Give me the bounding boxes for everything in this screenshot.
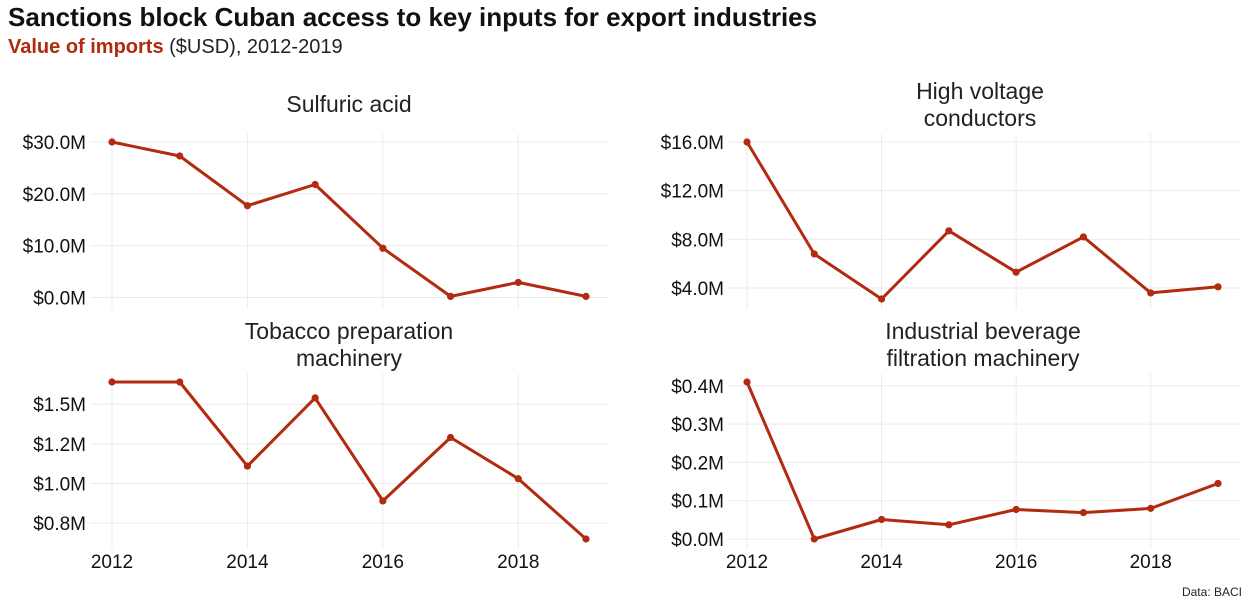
y-tick-label: $8.0M <box>671 230 724 251</box>
chart-panel-1: $0.0M $10.0M $20.0M $30.0M Sulfuric acid <box>23 91 608 309</box>
subtitle-rest: ($USD), 2012-2019 <box>163 36 343 58</box>
chart-title: Sanctions block Cuban access to key inpu… <box>8 2 818 32</box>
x-tick-label: 2016 <box>362 552 404 573</box>
data-source: Data: BACI <box>1181 585 1242 599</box>
data-point <box>743 378 751 386</box>
data-point <box>582 535 590 543</box>
y-tick-label: $0.4M <box>671 377 724 398</box>
data-point <box>108 138 116 146</box>
panel-title: Industrial beverage <box>885 318 1081 344</box>
data-point <box>877 515 886 524</box>
panel-title: Sulfuric acid <box>286 91 411 117</box>
y-tick-label: $0.0M <box>33 288 86 309</box>
data-point <box>1214 479 1222 488</box>
y-tick-label: $16.0M <box>661 133 724 154</box>
y-tick-label: $0.0M <box>671 530 724 551</box>
data-point <box>1012 505 1020 514</box>
x-tick-label: 2014 <box>860 552 903 573</box>
panel-title: High voltage <box>916 78 1044 104</box>
data-point <box>1214 283 1222 291</box>
data-point <box>945 227 953 235</box>
data-point <box>311 180 319 189</box>
data-point <box>446 292 455 301</box>
y-tick-label: $10.0M <box>23 237 86 258</box>
data-point <box>582 292 590 301</box>
series-line <box>111 140 587 298</box>
y-tick-label: $0.3M <box>671 415 724 436</box>
y-tick-label: $0.8M <box>33 514 86 535</box>
y-tick-label: $0.1M <box>671 492 724 513</box>
x-tick-label: 2016 <box>995 552 1037 573</box>
data-point <box>877 295 886 303</box>
series-line <box>745 381 1219 541</box>
y-tick-label: $4.0M <box>671 279 724 300</box>
data-point <box>1012 268 1020 276</box>
data-point <box>810 535 818 543</box>
x-tick-label: 2014 <box>226 552 269 573</box>
y-tick-label: $30.0M <box>23 133 86 154</box>
x-tick-label: 2012 <box>726 552 768 573</box>
chart-subtitle: Value of imports ($USD), 2012-2019 <box>8 36 343 59</box>
data-point <box>176 152 184 160</box>
y-tick-label: $1.2M <box>33 435 86 456</box>
panel-title: conductors <box>924 105 1037 131</box>
data-point <box>108 378 116 386</box>
data-point <box>1147 504 1155 512</box>
series-line <box>745 141 1219 301</box>
data-point <box>379 244 387 252</box>
y-tick-label: $0.2M <box>671 453 724 474</box>
data-point <box>743 138 751 146</box>
data-point <box>243 462 252 470</box>
chart-panel-4: $0.0M $0.1M $0.2M $0.3M $0.4M 2012 2014 2016 201… <box>671 318 1240 573</box>
data-point <box>1147 289 1155 297</box>
data-point <box>311 394 319 402</box>
panel-title: Tobacco preparation <box>245 318 453 344</box>
data-point <box>243 202 252 210</box>
data-point <box>514 475 522 483</box>
x-tick-label: 2018 <box>497 552 539 573</box>
chart-panel-3: $0.8M $1.0M $1.2M $1.5M 2012 2014 2016 2018 Toba… <box>33 318 608 573</box>
x-tick-label: 2012 <box>91 552 133 573</box>
data-point <box>176 378 184 386</box>
data-point <box>810 250 818 258</box>
data-point <box>446 433 455 442</box>
panel-title: filtration machinery <box>886 345 1080 371</box>
data-point <box>379 497 387 505</box>
y-tick-label: $12.0M <box>661 182 724 203</box>
series-line <box>112 380 587 541</box>
data-point <box>1079 508 1088 517</box>
data-point <box>945 521 953 529</box>
y-tick-label: $1.5M <box>33 395 86 416</box>
y-tick-label: $1.0M <box>33 474 86 495</box>
x-tick-label: 2018 <box>1130 552 1172 573</box>
panel-title: machinery <box>296 345 403 371</box>
data-point <box>1079 233 1088 241</box>
subtitle-highlight: Value of imports <box>8 36 164 58</box>
y-tick-label: $20.0M <box>23 185 86 206</box>
chart-panel-2: $4.0M $8.0M $12.0M $16.0M High voltageconduc… <box>661 78 1240 309</box>
data-point <box>514 278 522 287</box>
